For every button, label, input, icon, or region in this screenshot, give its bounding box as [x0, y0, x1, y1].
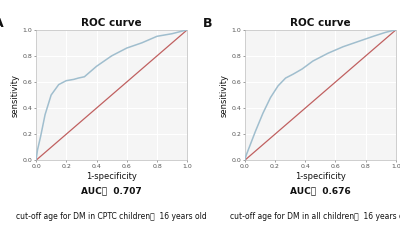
- Text: B: B: [202, 17, 212, 30]
- Title: ROC curve: ROC curve: [290, 18, 351, 28]
- Text: cut-off age for DM in all children：  16 years old: cut-off age for DM in all children： 16 y…: [230, 212, 400, 221]
- Y-axis label: sensitivity: sensitivity: [220, 74, 229, 117]
- Text: AUC：  0.707: AUC： 0.707: [81, 187, 142, 196]
- Y-axis label: sensitivity: sensitivity: [11, 74, 20, 117]
- X-axis label: 1-specificity: 1-specificity: [86, 172, 137, 180]
- Title: ROC curve: ROC curve: [81, 18, 142, 28]
- Text: A: A: [0, 17, 3, 30]
- Text: cut-off age for DM in CPTC children：  16 years old: cut-off age for DM in CPTC children： 16 …: [16, 212, 207, 221]
- X-axis label: 1-specificity: 1-specificity: [295, 172, 346, 180]
- Text: AUC：  0.676: AUC： 0.676: [290, 187, 351, 196]
